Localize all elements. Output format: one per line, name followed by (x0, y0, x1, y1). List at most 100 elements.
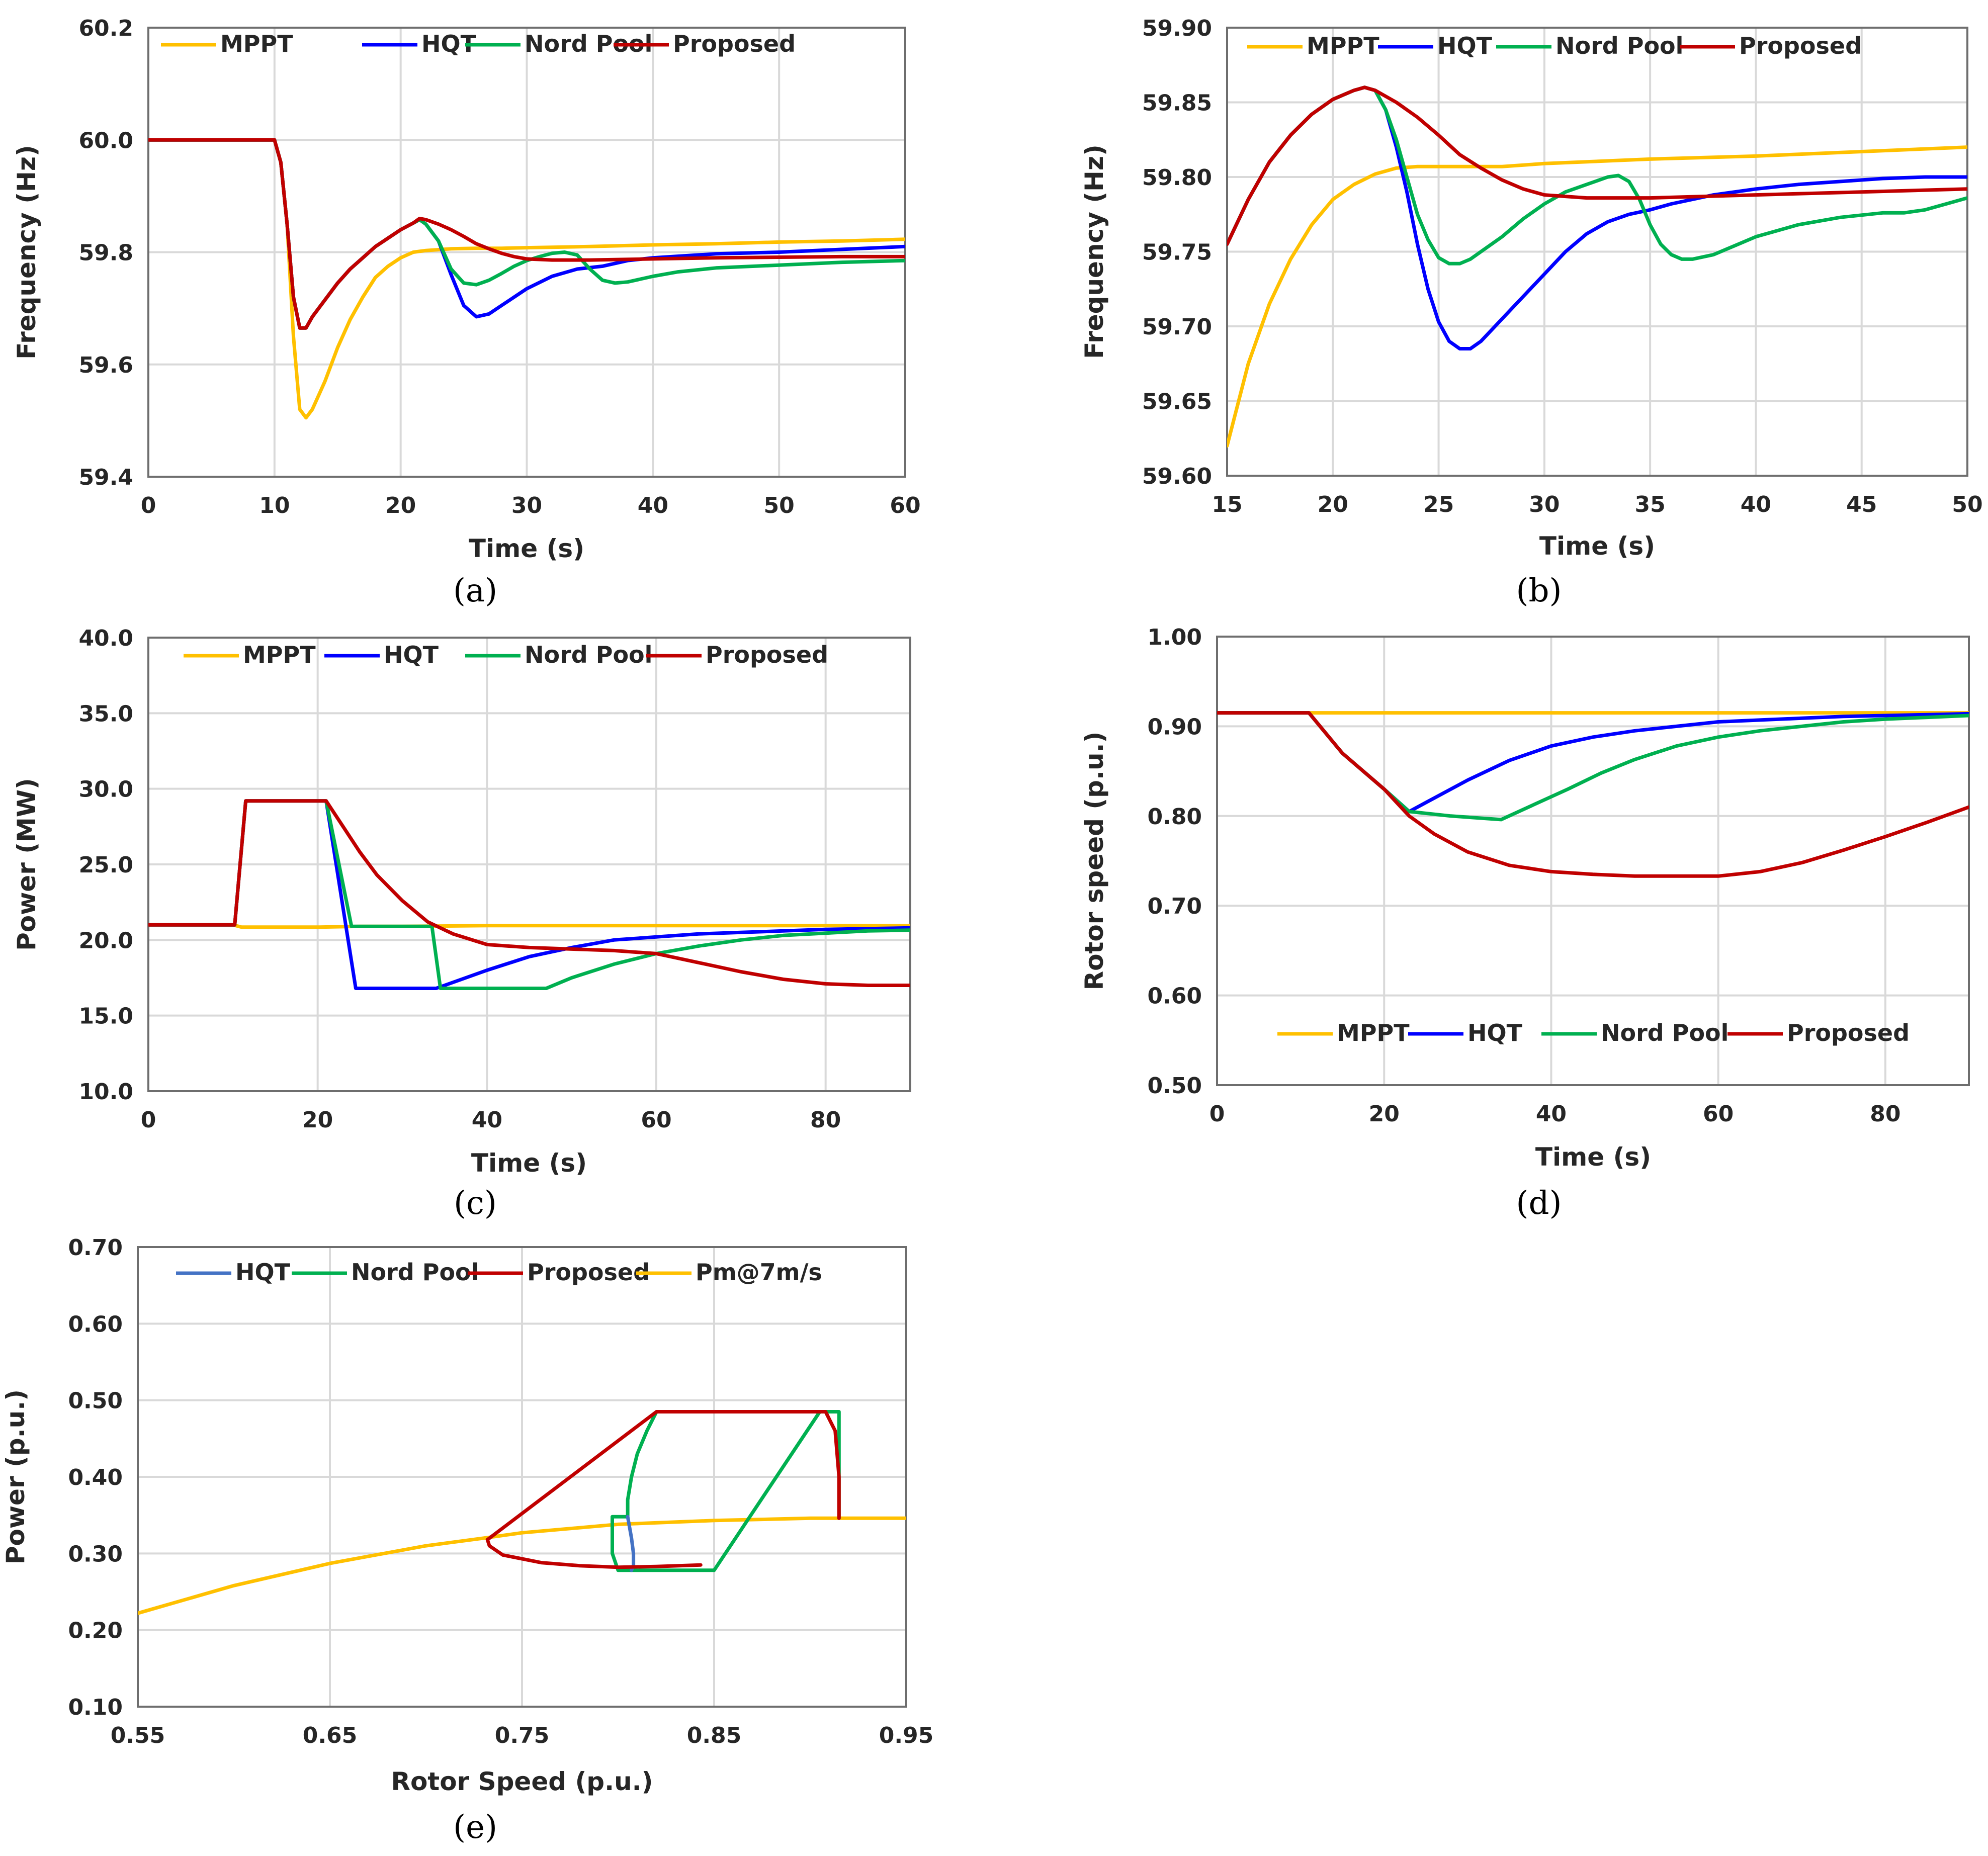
y-tick-label: 59.65 (1142, 389, 1212, 415)
legend-label: Proposed (1787, 1019, 1910, 1046)
y-axis-label: Power (MW) (12, 778, 41, 951)
series-line-proposed (485, 1410, 841, 1569)
y-tick-label: 60.0 (78, 128, 133, 153)
series-line-hqt (1217, 711, 1969, 814)
x-axis-label: Rotor Speed (p.u.) (391, 1767, 653, 1796)
legend-label: MPPT (1337, 1019, 1410, 1046)
y-tick-label: 0.90 (1147, 714, 1202, 740)
y-tick-label: 59.60 (1142, 464, 1212, 489)
y-axis-label: Rotor speed (p.u.) (1080, 732, 1109, 991)
legend-label: Proposed (706, 641, 828, 668)
x-axis-label: Time (s) (1535, 1142, 1651, 1172)
legend-item-hqt: HQT (1378, 32, 1493, 59)
legend-item-mppt: MPPT (1277, 1019, 1410, 1046)
legend-item-nord-pool: Nord Pool (465, 641, 652, 668)
x-tick-label: 0.65 (303, 1723, 358, 1748)
series-line-nord-pool (1227, 85, 1967, 266)
y-tick-label: 15.0 (78, 1004, 133, 1029)
x-tick-label: 50 (1952, 492, 1982, 517)
panel-caption: (e) (453, 1809, 497, 1846)
y-tick-label: 40.0 (78, 626, 133, 651)
x-tick-label: 20 (302, 1107, 333, 1133)
plot-frame (147, 637, 911, 1092)
y-tick-label: 59.4 (78, 465, 133, 490)
series-line-hqt (148, 799, 910, 990)
series-group (148, 138, 905, 420)
y-tick-label: 59.6 (78, 352, 133, 378)
x-tick-label: 0 (1209, 1101, 1225, 1127)
series-line-pm-7m-s (138, 1516, 906, 1615)
legend-label: Proposed (1739, 32, 1862, 59)
y-tick-label: 0.50 (68, 1388, 123, 1414)
legend-item-proposed: Proposed (468, 1259, 650, 1286)
y-tick-label: 1.00 (1147, 625, 1202, 650)
y-tick-label: 59.80 (1142, 165, 1212, 191)
legend-item-proposed: Proposed (1727, 1019, 1910, 1046)
x-tick-label: 30 (1529, 492, 1560, 517)
x-tick-label: 15 (1212, 492, 1242, 517)
legend-label: HQT (384, 641, 439, 668)
legend-label: Pm@7m/s (696, 1259, 822, 1286)
series-line-mppt (1227, 145, 1967, 448)
y-tick-label: 0.40 (68, 1465, 123, 1490)
legend-label: Proposed (673, 30, 796, 57)
y-tick-label: 30.0 (78, 777, 133, 803)
series-line-nord-pool (148, 799, 910, 990)
legend-label: Nord Pool (1601, 1019, 1728, 1046)
x-tick-label: 10 (259, 493, 290, 518)
chart-panel-d: 0 20 40 60 80 0.50 0.60 0.70 0.80 0.90 1.00 Time (s… (1080, 625, 1970, 1222)
series-line-nord-pool (1217, 711, 1969, 822)
y-tick-label: 59.75 (1142, 240, 1212, 266)
chart-panel-b: 15 20 25 30 35 40 45 50 59.60 59.65 59.70 59.75 59.8… (1080, 16, 1983, 609)
legend-label: Nord Pool (525, 641, 652, 668)
legend-label: MPPT (243, 641, 316, 668)
plot-frame (137, 1246, 907, 1708)
x-tick-label: 20 (1318, 492, 1348, 517)
legend-label: MPPT (1307, 32, 1379, 59)
plot-frame (1226, 27, 1968, 477)
x-tick-label: 60 (890, 493, 920, 518)
legend-label: MPPT (220, 30, 293, 57)
x-tick-label: 80 (810, 1107, 841, 1133)
legend-item-mppt: MPPT (184, 641, 316, 668)
x-tick-label: 25 (1423, 492, 1454, 517)
series-line-hqt (1227, 85, 1967, 350)
y-tick-label: 59.8 (78, 240, 133, 266)
legend-label: HQT (1437, 32, 1493, 59)
x-tick-label: 35 (1635, 492, 1666, 517)
legend-item-mppt: MPPT (161, 30, 293, 57)
y-axis-label: Frequency (Hz) (12, 145, 41, 360)
legend-label: Nord Pool (1555, 32, 1683, 59)
legend-label: Proposed (527, 1259, 650, 1286)
y-tick-label: 0.60 (68, 1311, 123, 1337)
x-tick-label: 0 (141, 493, 156, 518)
x-tick-label: 40 (472, 1107, 502, 1133)
x-axis-label: Time (s) (471, 1148, 587, 1178)
y-tick-label: 0.50 (1147, 1073, 1202, 1099)
x-tick-label: 0.75 (495, 1723, 550, 1748)
plot-frame (1216, 636, 1970, 1086)
chart-panel-a: 0 10 20 30 40 50 60 59.4 59.6 59.8 60.0 60.2 Time (s… (12, 16, 921, 609)
panel-caption: (c) (454, 1185, 497, 1222)
x-tick-label: 80 (1870, 1101, 1900, 1127)
series-line-proposed (1217, 711, 1969, 878)
legend-item-hqt: HQT (324, 641, 439, 668)
x-axis-label: Time (s) (469, 534, 584, 563)
y-tick-label: 0.80 (1147, 804, 1202, 830)
x-axis-label: Time (s) (1539, 532, 1655, 561)
x-tick-label: 40 (638, 493, 668, 518)
y-tick-label: 60.2 (78, 16, 133, 41)
x-tick-label: 30 (511, 493, 542, 518)
chart-panel-c: 0 20 40 60 80 10.0 15.0 20.0 25.0 30.0 35.0 40.0 Tim… (12, 626, 911, 1222)
y-axis-label: Power (p.u.) (1, 1389, 30, 1564)
series-line-proposed (148, 799, 910, 987)
y-tick-label: 25.0 (78, 852, 133, 878)
y-tick-label: 10.0 (78, 1079, 133, 1105)
series-line-nord-pool (611, 1410, 841, 1572)
legend-item-proposed: Proposed (646, 641, 828, 668)
y-tick-label: 35.0 (78, 701, 133, 727)
x-tick-label: 0.55 (111, 1723, 165, 1748)
legend-label: HQT (1467, 1019, 1523, 1046)
y-tick-label: 0.70 (68, 1235, 123, 1261)
legend-item-hqt: HQT (176, 1259, 291, 1286)
